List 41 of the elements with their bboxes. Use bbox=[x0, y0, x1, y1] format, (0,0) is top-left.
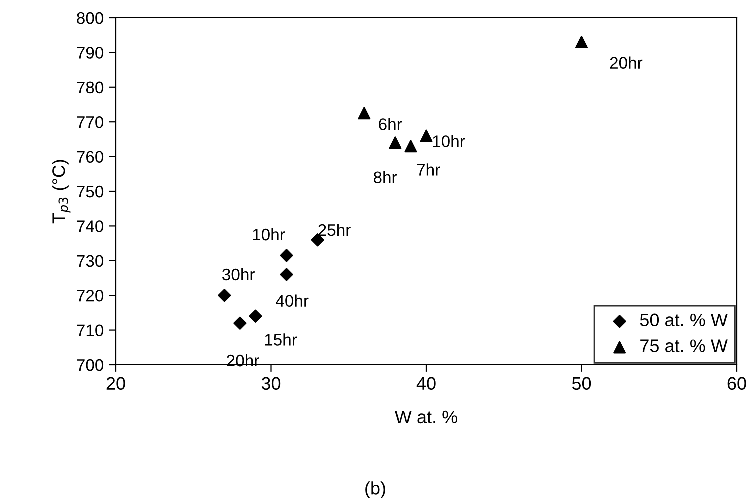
point bbox=[389, 136, 402, 150]
point bbox=[420, 130, 433, 142]
text: (b) bbox=[366, 482, 386, 498]
annotation: 15hr bbox=[265, 334, 298, 346]
point bbox=[576, 36, 588, 49]
legend-label: 75 at. % W bbox=[640, 340, 728, 352]
annotation: 25hr bbox=[318, 224, 351, 236]
point bbox=[218, 289, 232, 302]
y-tick-label: 710 bbox=[77, 324, 104, 337]
y-axis-title: T$_{p3}$ (°C) bbox=[52, 160, 71, 224]
y-tick-label: 760 bbox=[77, 151, 104, 164]
x-tick-label: 50 bbox=[572, 377, 592, 390]
y-tick-label: 790 bbox=[77, 47, 104, 59]
y-tick-label: 720 bbox=[77, 290, 104, 302]
annotation: 30hr bbox=[222, 268, 255, 281]
x-tick-label: 60 bbox=[728, 377, 746, 390]
y-tick-label: 700 bbox=[77, 359, 104, 372]
annotation: 40hr bbox=[276, 294, 309, 308]
x-axis-title: W at. % bbox=[394, 410, 458, 424]
point bbox=[280, 249, 294, 262]
legend-label: 50 at. % W bbox=[640, 314, 728, 327]
x-tick-label: 20 bbox=[106, 377, 126, 390]
point bbox=[358, 107, 371, 120]
annotation: 7hr bbox=[417, 164, 440, 176]
point bbox=[249, 310, 262, 324]
y-tick-label: 730 bbox=[77, 255, 104, 268]
point bbox=[280, 268, 294, 282]
annotation: 8hr bbox=[374, 171, 398, 184]
x-tick-label: 30 bbox=[262, 377, 281, 390]
annotation: 10hr bbox=[433, 135, 466, 148]
annotation: 6hr bbox=[379, 118, 402, 130]
x-tick-label: 40 bbox=[416, 377, 436, 390]
y-tick-label: 770 bbox=[77, 116, 104, 128]
point bbox=[404, 140, 418, 153]
y-tick-label: 740 bbox=[77, 220, 104, 232]
y-tick-label: 780 bbox=[77, 82, 104, 94]
y-tick-label: 750 bbox=[77, 186, 104, 198]
annotation: 20hr bbox=[610, 56, 643, 69]
annotation: 10hr bbox=[253, 228, 286, 241]
y-tick-label: 800 bbox=[77, 12, 104, 24]
point bbox=[234, 316, 247, 330]
